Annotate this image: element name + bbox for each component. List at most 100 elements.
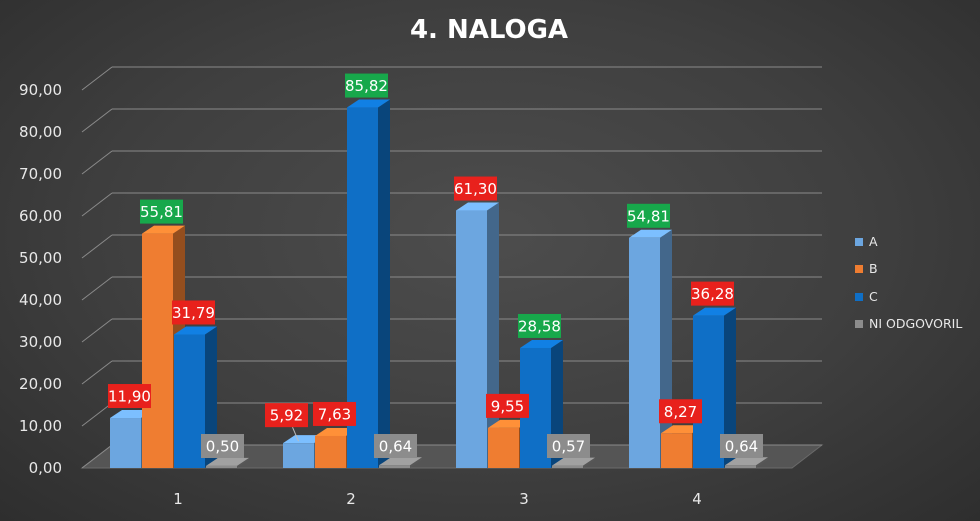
gridline-diagonal — [81, 444, 113, 469]
legend-label: C — [869, 289, 878, 304]
data-label: 8,27 — [664, 403, 697, 421]
bar-top — [456, 202, 499, 211]
gridline-diagonal — [81, 192, 113, 217]
y-tick-label: 70,00 — [19, 165, 62, 183]
bar-top — [206, 457, 249, 466]
data-label-box — [720, 434, 763, 458]
data-label-box — [345, 73, 388, 98]
bar-side — [410, 457, 422, 468]
x-axis-categories: 1 2 3 4 — [173, 490, 702, 508]
data-label: 0,64 — [725, 438, 758, 456]
y-tick-label: 90,00 — [19, 81, 62, 99]
bar — [379, 465, 410, 468]
category-label: 1 — [173, 490, 183, 508]
chart-title: 4. NALOGA — [410, 15, 568, 45]
data-label: 0,50 — [206, 438, 239, 456]
legend-swatch — [855, 238, 863, 246]
data-label-box — [486, 393, 529, 418]
bar — [456, 210, 487, 469]
bar-top — [142, 225, 185, 234]
y-tick-label: 80,00 — [19, 123, 62, 141]
data-label-box — [659, 399, 702, 424]
legend-swatch — [855, 293, 863, 301]
legend-label: NI ODGOVORIL — [869, 316, 962, 331]
bar — [629, 237, 660, 468]
y-axis-ticks: 0,00 10,00 20,00 30,00 40,00 50,00 60,00 70,00 8… — [19, 81, 62, 477]
y-tick-label: 50,00 — [19, 249, 62, 267]
data-label-box — [547, 434, 590, 458]
gridline-diagonal — [81, 150, 113, 175]
bar-side — [237, 457, 249, 468]
bar — [315, 435, 346, 468]
data-label: 5,92 — [270, 407, 303, 425]
y-tick-label: 60,00 — [19, 207, 62, 225]
bar — [488, 427, 519, 468]
bar — [693, 315, 724, 468]
data-label: 85,82 — [345, 77, 388, 95]
y-tick-label: 10,00 — [19, 417, 62, 435]
legend: ABC NI ODGOVORIL — [855, 234, 962, 331]
data-label: 11,90 — [108, 388, 151, 406]
bar-side — [583, 457, 595, 468]
leader-line — [292, 426, 299, 442]
data-label: 9,55 — [491, 397, 524, 415]
data-labels: 11,90 55,81 31,79 0,50 5,92 7,63 85,82 0,64 61,3… — [108, 73, 763, 458]
data-label-box — [454, 176, 497, 201]
data-label-box — [108, 384, 151, 409]
bar — [552, 465, 583, 468]
data-label: 7,63 — [318, 405, 351, 423]
data-label: 0,64 — [379, 438, 412, 456]
bar-top — [693, 307, 736, 316]
data-label-box — [265, 403, 308, 428]
gridline-diagonal — [81, 108, 113, 133]
data-label: 61,30 — [454, 180, 497, 198]
y-tick-label: 30,00 — [19, 333, 62, 351]
legend-label: B — [869, 261, 878, 276]
data-label-box — [518, 313, 561, 338]
y-tick-label: 0,00 — [29, 459, 62, 477]
data-label: 55,81 — [140, 203, 183, 221]
y-tick-label: 20,00 — [19, 375, 62, 393]
bar — [661, 433, 692, 468]
bar-top — [520, 339, 563, 348]
bar — [725, 465, 756, 468]
y-tick-label: 40,00 — [19, 291, 62, 309]
bar — [142, 233, 173, 468]
category-label: 3 — [519, 490, 529, 508]
gridline-diagonal — [81, 66, 113, 91]
bar-top — [174, 326, 217, 335]
category-label: 4 — [692, 490, 702, 508]
gridline-diagonal — [81, 276, 113, 301]
bar-side — [378, 99, 390, 468]
data-label-box — [627, 203, 670, 228]
legend-swatch — [855, 265, 863, 273]
bars — [110, 99, 768, 469]
data-label-box — [691, 281, 734, 306]
legend-swatch — [855, 320, 863, 328]
data-label-box — [140, 199, 183, 224]
bar-top — [347, 99, 390, 108]
gridline-diagonal — [81, 234, 113, 259]
bar-side — [756, 457, 768, 468]
bar — [110, 418, 141, 468]
gridline-diagonal — [81, 360, 113, 385]
data-label-box — [374, 434, 417, 458]
gridline-diagonal — [81, 318, 113, 343]
data-label-box — [172, 300, 215, 325]
gridline-diagonal — [81, 402, 113, 427]
data-label: 28,58 — [518, 317, 561, 335]
bar-top — [379, 457, 422, 466]
bar-top — [725, 457, 768, 466]
bar-side — [724, 307, 736, 468]
data-label: 31,79 — [172, 304, 215, 322]
bar-top — [552, 457, 595, 466]
bar — [206, 465, 237, 468]
data-label: 54,81 — [627, 207, 670, 225]
bar — [283, 443, 314, 468]
bar-side — [205, 326, 217, 468]
bar-top — [629, 229, 672, 238]
data-label-box — [201, 434, 244, 458]
bar — [174, 334, 205, 468]
